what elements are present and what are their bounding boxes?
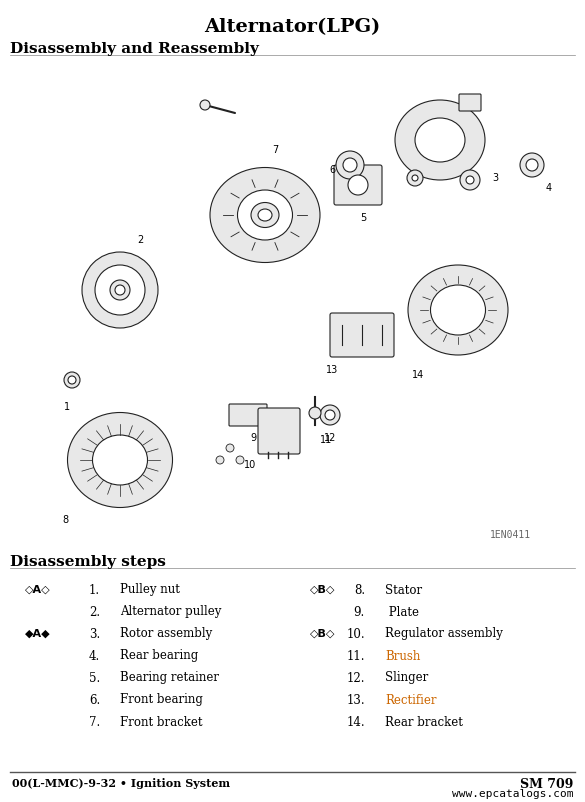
Ellipse shape [395, 100, 485, 180]
Ellipse shape [408, 265, 508, 355]
Text: Front bracket: Front bracket [120, 715, 202, 728]
Text: 10: 10 [244, 460, 256, 470]
Text: 3: 3 [492, 173, 498, 183]
Circle shape [460, 170, 480, 190]
Text: 8.: 8. [354, 584, 365, 597]
Circle shape [68, 376, 76, 384]
Circle shape [325, 410, 335, 420]
Ellipse shape [431, 285, 486, 335]
Text: Plate: Plate [385, 606, 419, 618]
FancyBboxPatch shape [459, 94, 481, 111]
Text: 1: 1 [64, 402, 70, 412]
Ellipse shape [67, 412, 173, 508]
Text: 3.: 3. [89, 627, 100, 641]
Text: 12.: 12. [346, 671, 365, 684]
Text: Brush: Brush [385, 650, 421, 662]
Text: Front bearing: Front bearing [120, 694, 203, 707]
Text: 4: 4 [546, 183, 552, 193]
Text: 2.: 2. [89, 606, 100, 618]
Text: 9.: 9. [354, 606, 365, 618]
Circle shape [64, 372, 80, 388]
Text: Alternator pulley: Alternator pulley [120, 606, 221, 618]
Text: 10.: 10. [346, 627, 365, 641]
Text: 13: 13 [326, 365, 338, 375]
Circle shape [407, 170, 423, 186]
Circle shape [115, 285, 125, 295]
Text: Bearing retainer: Bearing retainer [120, 671, 219, 684]
Text: 14: 14 [412, 370, 424, 380]
Text: ◆A◆: ◆A◆ [25, 629, 51, 639]
Text: Pulley nut: Pulley nut [120, 584, 180, 597]
Text: 12: 12 [324, 433, 336, 443]
FancyBboxPatch shape [229, 404, 267, 426]
Circle shape [236, 456, 244, 464]
Circle shape [520, 153, 544, 177]
Circle shape [200, 100, 210, 110]
FancyBboxPatch shape [334, 165, 382, 205]
Circle shape [466, 176, 474, 184]
Text: Alternator(LPG): Alternator(LPG) [204, 18, 380, 36]
Circle shape [216, 456, 224, 464]
Text: www.epcatalogs.com: www.epcatalogs.com [452, 789, 573, 799]
Text: ◇B◇: ◇B◇ [310, 629, 335, 639]
Ellipse shape [238, 190, 292, 240]
Text: Disassembly steps: Disassembly steps [10, 555, 166, 569]
Circle shape [309, 407, 321, 419]
Text: ◇A◇: ◇A◇ [25, 585, 51, 595]
FancyBboxPatch shape [258, 408, 300, 454]
Text: 5: 5 [360, 213, 366, 223]
Text: 11: 11 [320, 435, 332, 445]
Text: 6: 6 [329, 165, 335, 175]
Text: Rectifier: Rectifier [385, 694, 436, 707]
Ellipse shape [251, 202, 279, 228]
Circle shape [95, 265, 145, 315]
Circle shape [110, 280, 130, 300]
Text: Stator: Stator [385, 584, 422, 597]
Text: SM 709: SM 709 [519, 778, 573, 791]
Text: 11.: 11. [346, 650, 365, 662]
Text: ◇B◇: ◇B◇ [310, 585, 335, 595]
Text: 9: 9 [250, 433, 256, 443]
FancyBboxPatch shape [330, 313, 394, 357]
Text: Disassembly and Reassembly: Disassembly and Reassembly [10, 42, 259, 56]
Circle shape [226, 444, 234, 452]
Text: 00(L-MMC)-9-32 • Ignition System: 00(L-MMC)-9-32 • Ignition System [12, 778, 230, 789]
Text: 4.: 4. [89, 650, 100, 662]
Text: 13.: 13. [346, 694, 365, 707]
Text: Rear bracket: Rear bracket [385, 715, 463, 728]
Circle shape [82, 252, 158, 328]
Text: Rotor assembly: Rotor assembly [120, 627, 212, 641]
Text: 14.: 14. [346, 715, 365, 728]
Circle shape [412, 175, 418, 181]
Text: 7.: 7. [89, 715, 100, 728]
Text: 8: 8 [62, 515, 68, 525]
Text: Regulator assembly: Regulator assembly [385, 627, 503, 641]
Ellipse shape [415, 118, 465, 162]
Circle shape [336, 151, 364, 179]
Circle shape [348, 175, 368, 195]
Circle shape [526, 159, 538, 171]
Text: 5.: 5. [89, 671, 100, 684]
Text: Slinger: Slinger [385, 671, 428, 684]
Text: Rear bearing: Rear bearing [120, 650, 198, 662]
Text: 7: 7 [272, 145, 278, 155]
Circle shape [343, 158, 357, 172]
Text: 1.: 1. [89, 584, 100, 597]
Ellipse shape [92, 435, 147, 485]
Text: 6.: 6. [89, 694, 100, 707]
Ellipse shape [210, 168, 320, 262]
Ellipse shape [258, 209, 272, 221]
Text: 1EN0411: 1EN0411 [490, 530, 531, 540]
Text: 2: 2 [137, 235, 143, 245]
Circle shape [320, 405, 340, 425]
